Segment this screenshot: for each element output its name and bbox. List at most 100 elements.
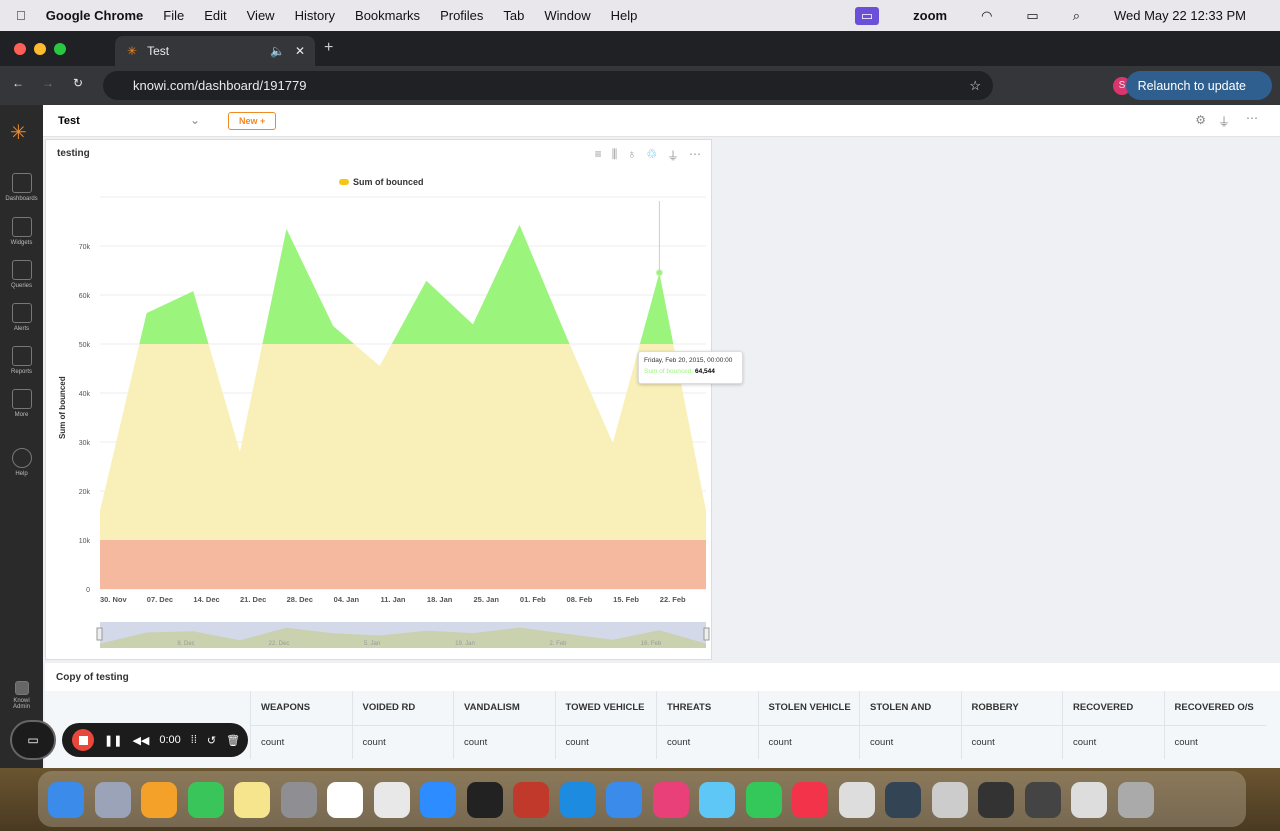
dock-app-icon[interactable] [94, 782, 131, 818]
screen-share-icon[interactable]: ▭ [854, 6, 880, 25]
dock-app-icon[interactable] [699, 782, 735, 818]
search-icon[interactable]: ⌕ [1072, 7, 1080, 23]
dock-app-icon[interactable] [141, 782, 177, 818]
sidebar-item-dashboards[interactable]: Dashboards [0, 173, 43, 202]
dock-app-icon[interactable] [373, 782, 410, 818]
minimize-window-button[interactable] [34, 43, 46, 55]
knowi-logo[interactable]: ✳ [10, 122, 27, 144]
column-header[interactable]: VANDALISM [453, 691, 555, 725]
menu-file[interactable]: File [153, 8, 184, 23]
more-options-icon[interactable]: ⋯ [1246, 111, 1258, 125]
menu-help[interactable]: Help [600, 8, 638, 23]
new-tab-button[interactable]: + [324, 39, 334, 56]
url-text: knowi.com/dashboard/191779 [133, 78, 307, 93]
audio-icon[interactable]: 🔈 [269, 44, 285, 58]
url-field[interactable]: knowi.com/dashboard/191779 ☆ [103, 71, 993, 100]
dashboard-selector[interactable]: Test [58, 115, 80, 127]
dock-app-icon[interactable] [792, 782, 828, 818]
forward-icon[interactable]: → [42, 76, 54, 90]
menu-history[interactable]: History [284, 8, 335, 23]
alert-bell-icon[interactable]: ♲ [646, 147, 657, 161]
gear-icon[interactable]: ⚙ [1195, 113, 1206, 127]
menu-bookmarks[interactable]: Bookmarks [345, 8, 420, 23]
stop-record-button[interactable] [72, 729, 94, 751]
pause-icon[interactable]: ❚❚ [104, 734, 123, 747]
sidebar-item-reports[interactable]: Reports [0, 346, 43, 375]
column-header[interactable]: ROBBERY [960, 691, 1063, 725]
dock-app-icon[interactable] [1024, 782, 1061, 818]
sidebar: ✳ Dashboards Widgets Queries Alerts Repo… [0, 105, 43, 768]
zoom-status[interactable]: zoom [913, 8, 948, 23]
column-header[interactable]: STOLEN VEHICLE [757, 691, 860, 725]
camera-icon[interactable]: ▭ [10, 720, 56, 760]
reports-icon [11, 346, 32, 366]
apple-icon[interactable]:  [16, 8, 26, 23]
battery-icon[interactable]: ▭ [1026, 7, 1039, 23]
insights-icon[interactable]: ♁ [627, 147, 637, 161]
maximize-window-button[interactable] [54, 43, 66, 55]
column-header[interactable]: VOIDED RD [351, 691, 454, 725]
sidebar-item-queries[interactable]: Queries [0, 260, 43, 289]
menu-window[interactable]: Window [534, 8, 590, 23]
dock-app-icon[interactable] [978, 782, 1014, 818]
dock-app-icon[interactable] [420, 782, 456, 818]
navigator-tick: 8. Dec [177, 641, 194, 647]
dock-app-icon[interactable] [838, 782, 875, 818]
dock-app-icon[interactable] [234, 782, 270, 818]
filter-icon[interactable]: ⏚ [1217, 115, 1230, 129]
column-header[interactable]: WEAPONS [250, 691, 352, 725]
menu-profiles[interactable]: Profiles [430, 8, 483, 23]
back-icon[interactable]: ← [12, 76, 24, 90]
dock-app-icon[interactable] [1117, 782, 1154, 818]
dock-app-icon[interactable] [1071, 782, 1107, 818]
dock-app-icon[interactable] [652, 782, 689, 818]
sidebar-admin[interactable]: Knowi Admin [0, 681, 43, 710]
dock-app-icon[interactable] [466, 782, 503, 818]
wifi-icon[interactable]: ◠ [981, 7, 993, 23]
relaunch-button[interactable]: Relaunch to update [1125, 71, 1272, 100]
filter-icon[interactable]: ⏚ [666, 149, 679, 163]
column-header[interactable]: STOLEN AND [859, 691, 961, 725]
dock-app-icon[interactable] [48, 782, 84, 818]
dock-app-icon[interactable] [559, 782, 596, 818]
tab-test[interactable]: ✳ Test 🔈 ✕ [115, 36, 315, 66]
dock-app-icon[interactable] [745, 782, 782, 818]
datetime[interactable]: Wed May 22 12:33 PM [1114, 8, 1246, 23]
column-header[interactable]: THREATS [656, 691, 758, 725]
y-tick-label: 0 [86, 587, 90, 594]
dock-app-icon[interactable] [606, 782, 642, 818]
menu-view[interactable]: View [236, 8, 275, 23]
menu-icon[interactable]: ≡ [594, 147, 602, 161]
reload-icon[interactable]: ↻ [73, 76, 84, 90]
menu-edit[interactable]: Edit [194, 8, 226, 23]
sidebar-item-help[interactable]: Help [0, 448, 43, 477]
menu-app-name[interactable]: Google Chrome [36, 8, 144, 23]
dock-app-icon[interactable] [885, 782, 921, 818]
sidebar-item-more[interactable]: More [0, 389, 43, 418]
sidebar-item-alerts[interactable]: Alerts [0, 303, 43, 332]
column-header[interactable]: RECOVERED O/S [1163, 691, 1266, 725]
dock-app-icon[interactable] [280, 782, 317, 818]
rewind-icon[interactable]: ◀◀ [132, 734, 150, 747]
column-header[interactable]: TOWED VEHICLE [554, 691, 657, 725]
chevron-down-icon[interactable]: ⌄ [190, 113, 201, 127]
trash-icon[interactable]: 🗑 [226, 734, 241, 747]
dock-app-icon[interactable] [931, 782, 968, 818]
menu-tab[interactable]: Tab [493, 8, 524, 23]
new-button[interactable]: New + [228, 112, 277, 130]
star-icon[interactable]: ☆ [969, 77, 981, 93]
more-icon[interactable]: ⋯ [689, 147, 701, 161]
dock-app-icon[interactable] [513, 782, 549, 818]
grid-icon[interactable]: ⁞⁞ [190, 734, 197, 746]
restart-icon[interactable]: ↺ [206, 734, 217, 747]
sidebar-item-widgets[interactable]: Widgets [0, 217, 43, 246]
area-chart[interactable]: Sum of bounced 0 10k 20k 30k 40k 50k 60k 70k Sum … [46, 140, 713, 661]
close-tab-icon[interactable]: ✕ [294, 44, 305, 58]
dock-app-icon[interactable] [327, 782, 363, 818]
close-window-button[interactable] [14, 43, 26, 55]
column-header[interactable]: RECOVERED [1062, 691, 1164, 725]
chart-type-icon[interactable]: ⫼ [611, 147, 618, 161]
dock-app-icon[interactable] [187, 782, 224, 818]
navigator-handle-left[interactable] [96, 627, 103, 641]
navigator-handle-right[interactable] [703, 627, 710, 641]
